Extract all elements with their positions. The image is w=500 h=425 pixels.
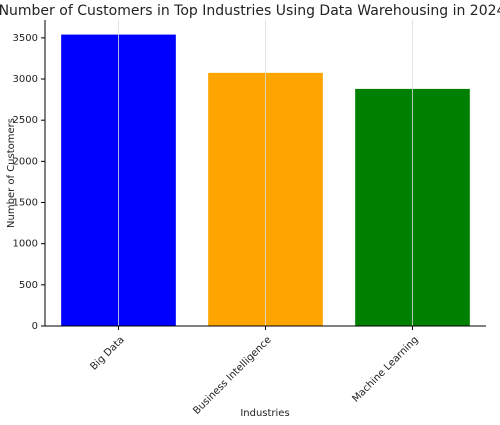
x-tick-label: Machine Learning xyxy=(350,334,420,404)
chart-title: Number of Customers in Top Industries Us… xyxy=(0,3,500,19)
y-tick-label: 1500 xyxy=(13,198,38,209)
y-axis-label: Number of Customers xyxy=(6,118,17,228)
y-tick-label: 2000 xyxy=(13,156,38,167)
y-tick-label: 1000 xyxy=(13,239,38,250)
x-tick-label: Business Intelligence xyxy=(191,334,273,416)
y-tick-label: 500 xyxy=(19,280,38,291)
y-tick-label: 0 xyxy=(32,321,38,332)
y-tick-label: 3000 xyxy=(13,74,38,85)
y-tick-label: 3500 xyxy=(13,33,38,44)
x-tick-label: Big Data xyxy=(89,334,127,372)
y-tick-label: 2500 xyxy=(13,115,38,126)
x-axis-label: Industries xyxy=(240,408,289,419)
